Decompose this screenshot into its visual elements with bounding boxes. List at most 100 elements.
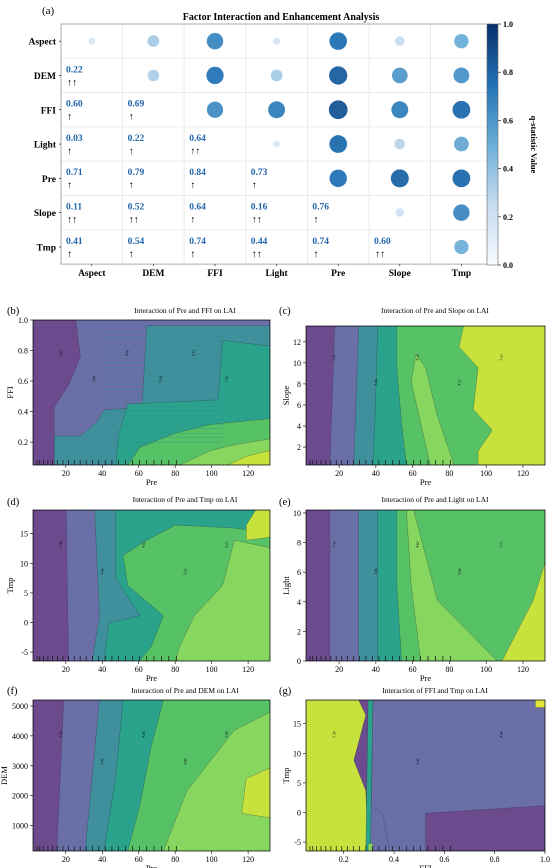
- q-value-label: 0.79: [128, 168, 145, 178]
- heatmap-cell: [368, 229, 431, 265]
- panel-a-title: Factor Interaction and Enhancement Analy…: [183, 12, 380, 23]
- q-circle: [206, 66, 224, 85]
- x-tick-label: 0.6: [439, 855, 449, 864]
- x-tick-label: 100: [206, 665, 218, 674]
- contour-level-label: 4.71: [457, 379, 462, 386]
- row-label: Aspect: [29, 38, 57, 48]
- y-axis-label: Slope: [281, 386, 291, 406]
- x-tick-label: 20: [62, 665, 70, 674]
- y-tick-label: -5: [21, 648, 28, 657]
- y-tick-label: 1000: [12, 822, 28, 831]
- contour-band: [246, 510, 270, 541]
- panel-b: 2.52 3.84 4.56 5.64 6.53 7.36 20 40 60 80 100 120 0.…: [5, 306, 271, 487]
- enhancement-arrow: ↑: [313, 249, 318, 260]
- y-tick-label: 10: [293, 509, 301, 518]
- panel-title: Interaction of Pre and Slope on LAI: [381, 306, 489, 315]
- enhancement-arrow: ↑: [190, 180, 195, 191]
- x-tick-label: 20: [335, 665, 343, 674]
- x-tick-label: 20: [62, 469, 70, 478]
- q-value-label: 0.22: [128, 134, 145, 144]
- q-circle: [329, 135, 348, 153]
- contour-level-label: 3.06: [374, 568, 379, 575]
- col-label: Tmp: [452, 269, 472, 279]
- enhancement-arrow: ↑: [313, 215, 318, 226]
- contour-bands: [33, 320, 270, 465]
- q-circle: [390, 169, 409, 188]
- y-axis-label: Tmp: [5, 577, 15, 593]
- x-tick-label: 20: [335, 469, 343, 478]
- contour-level-label: 2.90: [58, 541, 63, 548]
- contour-level-label: 6.23: [224, 541, 229, 548]
- x-tick-label: 60: [135, 665, 143, 674]
- enhancement-arrow: ↑: [67, 112, 72, 123]
- x-tick-label: 60: [409, 469, 417, 478]
- panel-c: 2.57 3.04 4.16 4.71 5.53 20 40 60 80 100 120 2 4 6 8 10…: [279, 306, 546, 487]
- col-label: Aspect: [78, 269, 106, 279]
- col-label: FFI: [207, 269, 223, 279]
- heatmap-cell: [245, 195, 308, 231]
- panel-title: Interaction of Pre and Light on LAI: [381, 495, 489, 504]
- contour-level-label: 2.57: [332, 354, 337, 361]
- contour-level-label: 3.66: [100, 568, 105, 575]
- x-tick-label: 40: [98, 665, 106, 674]
- enhancement-arrow: ↑: [129, 112, 134, 123]
- colorbar: [486, 23, 499, 266]
- y-tick-label: 5: [297, 779, 301, 788]
- x-tick-label: 120: [242, 855, 254, 864]
- y-tick-label: 0: [24, 619, 28, 628]
- colorbar-tick-label: 0.6: [503, 116, 513, 125]
- panel-title: Interaction of FFI and Tmp on LAI: [382, 686, 488, 695]
- x-tick-label: 80: [171, 855, 179, 864]
- heatmap-cell: [430, 57, 493, 93]
- row-label: Pre: [42, 175, 56, 185]
- q-value-label: 0.64: [189, 134, 206, 144]
- panel-label: (c): [279, 306, 291, 317]
- x-tick-label: 120: [517, 469, 529, 478]
- contour-level-label: 4.02: [415, 541, 420, 548]
- y-axis-label: Light: [281, 576, 291, 595]
- y-tick-label: 3000: [12, 762, 28, 771]
- y-tick-label: 6: [297, 568, 301, 577]
- contour-band: [227, 450, 270, 465]
- q-value-label: 0.73: [251, 168, 268, 178]
- q-value-label: 0.71: [66, 168, 83, 178]
- contour-band: [406, 510, 498, 661]
- contour-level-label: 4.16: [415, 354, 420, 361]
- contour-band: [163, 711, 270, 851]
- contour-bands: [33, 510, 270, 661]
- contour-band: [367, 843, 374, 851]
- axes-frame: [305, 325, 546, 466]
- contour-level-label: 5.53: [499, 354, 504, 361]
- panel-label: (e): [279, 497, 291, 508]
- contour-level-label: 4.00: [141, 731, 146, 738]
- x-tick-label: 60: [409, 665, 417, 674]
- x-tick-label: 60: [135, 855, 143, 864]
- q-circle: [454, 239, 469, 255]
- contour-level-label: 4.88: [183, 758, 188, 765]
- y-tick-label: 2000: [12, 792, 28, 801]
- row-label: FFI: [41, 106, 57, 116]
- contour-level-label: 4.98: [457, 568, 462, 575]
- q-circle: [273, 37, 281, 45]
- enhancement-arrow: ↑: [129, 249, 134, 260]
- enhancement-arrow: ↑: [190, 249, 195, 260]
- contour-level-label: 2.52: [58, 349, 63, 356]
- x-axis-label: Pre: [420, 673, 432, 683]
- x-tick-label: 80: [445, 665, 453, 674]
- q-circle: [268, 101, 286, 119]
- x-tick-label: 40: [372, 469, 380, 478]
- contour-level-label: 4.56: [125, 349, 130, 356]
- panel-label: (f): [7, 686, 18, 697]
- y-tick-label: 0.4: [18, 408, 28, 417]
- x-tick-label: 120: [242, 665, 254, 674]
- enhancement-arrow: ↑↑: [375, 249, 385, 260]
- contour-level-label: 2.56: [332, 541, 337, 548]
- x-tick-label: 120: [242, 469, 254, 478]
- enhancement-arrow: ↑↑: [190, 146, 200, 157]
- heatmap-cell: [183, 229, 247, 265]
- q-value-label: 0.03: [66, 134, 83, 144]
- enhancement-arrow: ↑↑: [252, 249, 262, 260]
- x-axis-label: Pre: [420, 477, 432, 487]
- x-tick-label: 100: [480, 469, 492, 478]
- enhancement-arrow: ↑↑: [252, 215, 262, 226]
